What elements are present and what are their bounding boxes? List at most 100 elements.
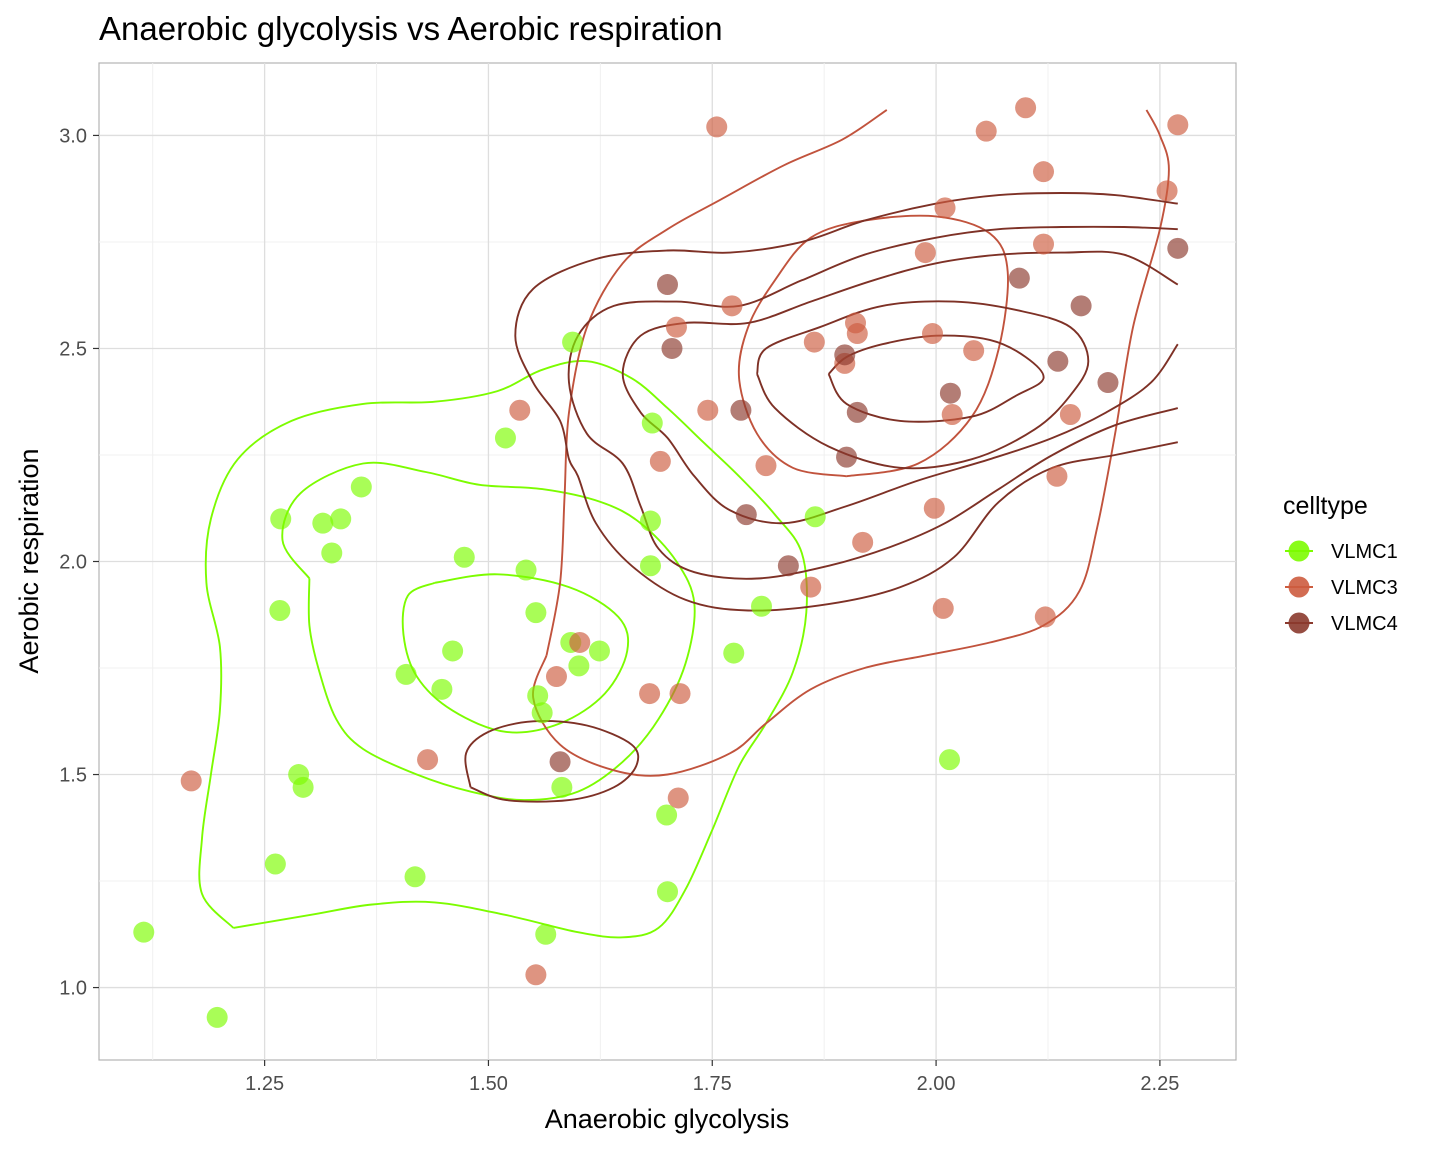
point-vlmc3 [963, 340, 985, 362]
point-vlmc1 [531, 702, 553, 724]
point-vlmc4 [1008, 267, 1030, 289]
point-vlmc3 [706, 116, 728, 138]
point-vlmc1 [641, 412, 663, 434]
y-axis-ticks: 1.0 1.5 2.0 2.5 3.0 [59, 125, 99, 1000]
point-vlmc3 [639, 683, 661, 705]
legend-item-vlmc3: VLMC3 [1285, 576, 1398, 599]
point-vlmc1 [453, 546, 475, 568]
point-vlmc1 [515, 559, 537, 581]
point-vlmc1 [264, 853, 286, 875]
legend-label: VLMC4 [1331, 613, 1398, 635]
contour-vlmc4 [567, 225, 1179, 580]
contour-vlmc1 [401, 573, 630, 734]
y-tick-label: 1.0 [59, 978, 87, 1000]
point-vlmc3 [669, 683, 691, 705]
x-tick-label: 2.00 [917, 1073, 956, 1095]
point-vlmc3 [180, 770, 202, 792]
point-vlmc1 [404, 866, 426, 888]
point-vlmc3 [941, 404, 963, 426]
legend-swatch [1288, 612, 1310, 634]
chart-title: Anaerobic glycolysis vs Aerobic respirat… [99, 10, 723, 47]
point-vlmc3 [922, 323, 944, 345]
point-vlmc1 [723, 642, 745, 664]
legend-swatch [1288, 540, 1310, 562]
point-vlmc4 [1097, 372, 1119, 394]
y-tick-label: 2.0 [59, 552, 87, 574]
point-vlmc3 [852, 531, 874, 553]
point-vlmc1 [525, 602, 547, 624]
point-vlmc1 [312, 512, 334, 534]
x-tick-label: 1.50 [469, 1073, 508, 1095]
point-vlmc1 [206, 1006, 228, 1028]
point-vlmc3 [667, 787, 689, 809]
point-vlmc3 [800, 576, 822, 598]
point-vlmc3 [1034, 606, 1056, 628]
contour-vlmc4 [514, 192, 1178, 612]
contour-vlmc4 [464, 719, 640, 803]
point-vlmc3 [803, 331, 825, 353]
point-vlmc3 [934, 197, 956, 219]
point-vlmc3 [509, 399, 531, 421]
point-vlmc1 [442, 640, 464, 662]
point-vlmc3 [649, 450, 671, 472]
point-vlmc3 [755, 455, 777, 477]
point-vlmc1 [804, 506, 826, 528]
point-vlmc1 [639, 555, 661, 577]
point-vlmc3 [1156, 180, 1178, 202]
legend: celltype VLMC1 VLMC3 VLMC4 [1283, 492, 1398, 635]
contour-vlmc4 [827, 334, 1045, 423]
point-vlmc1 [551, 776, 573, 798]
contour-vlmc4 [621, 250, 1179, 525]
point-vlmc4 [1167, 237, 1189, 259]
point-vlmc3 [914, 242, 936, 264]
legend-label: VLMC1 [1331, 541, 1398, 563]
point-vlmc4 [661, 337, 683, 359]
legend-title: celltype [1283, 492, 1368, 520]
point-vlmc3 [697, 399, 719, 421]
x-tick-label: 1.25 [245, 1073, 284, 1095]
point-vlmc3 [1059, 404, 1081, 426]
point-vlmc1 [588, 640, 610, 662]
y-axis-title: Aerobic respiration [14, 448, 44, 673]
point-vlmc4 [777, 555, 799, 577]
point-vlmc3 [417, 749, 439, 771]
point-vlmc1 [562, 331, 584, 353]
point-vlmc3 [1167, 114, 1189, 136]
point-vlmc1 [535, 923, 557, 945]
point-vlmc1 [431, 678, 453, 700]
point-vlmc1 [494, 427, 516, 449]
point-vlmc3 [665, 316, 687, 338]
plot-panel [98, 62, 1237, 1061]
point-vlmc3 [569, 631, 591, 653]
contour-vlmc1 [198, 360, 808, 939]
point-vlmc4 [1070, 295, 1092, 317]
legend-label: VLMC3 [1331, 577, 1398, 599]
point-vlmc1 [657, 881, 678, 903]
point-vlmc1 [350, 476, 372, 498]
point-vlmc1 [656, 804, 678, 826]
x-axis-title: Anaerobic glycolysis [545, 1104, 790, 1134]
point-vlmc1 [292, 776, 314, 798]
point-vlmc3 [923, 497, 945, 519]
point-vlmc1 [751, 595, 773, 617]
point-vlmc1 [639, 510, 661, 532]
point-vlmc1 [321, 542, 343, 564]
point-vlmc3 [545, 666, 567, 688]
point-vlmc3 [1033, 233, 1055, 255]
legend-item-vlmc4: VLMC4 [1285, 612, 1398, 635]
x-tick-label: 1.75 [693, 1073, 732, 1095]
contour-vlmc3 [545, 109, 888, 656]
point-vlmc4 [735, 504, 757, 526]
point-vlmc4 [1047, 350, 1069, 372]
y-tick-label: 1.5 [59, 765, 87, 787]
point-vlmc4 [939, 382, 961, 404]
point-vlmc1 [939, 749, 961, 771]
point-vlmc3 [846, 323, 868, 345]
legend-swatch [1288, 576, 1310, 598]
point-vlmc4 [730, 399, 752, 421]
y-tick-label: 3.0 [59, 125, 87, 147]
x-axis-ticks: 1.25 1.50 1.75 2.00 2.25 [245, 1060, 1179, 1095]
point-vlmc4 [549, 751, 571, 773]
x-tick-label: 2.25 [1140, 1073, 1179, 1095]
